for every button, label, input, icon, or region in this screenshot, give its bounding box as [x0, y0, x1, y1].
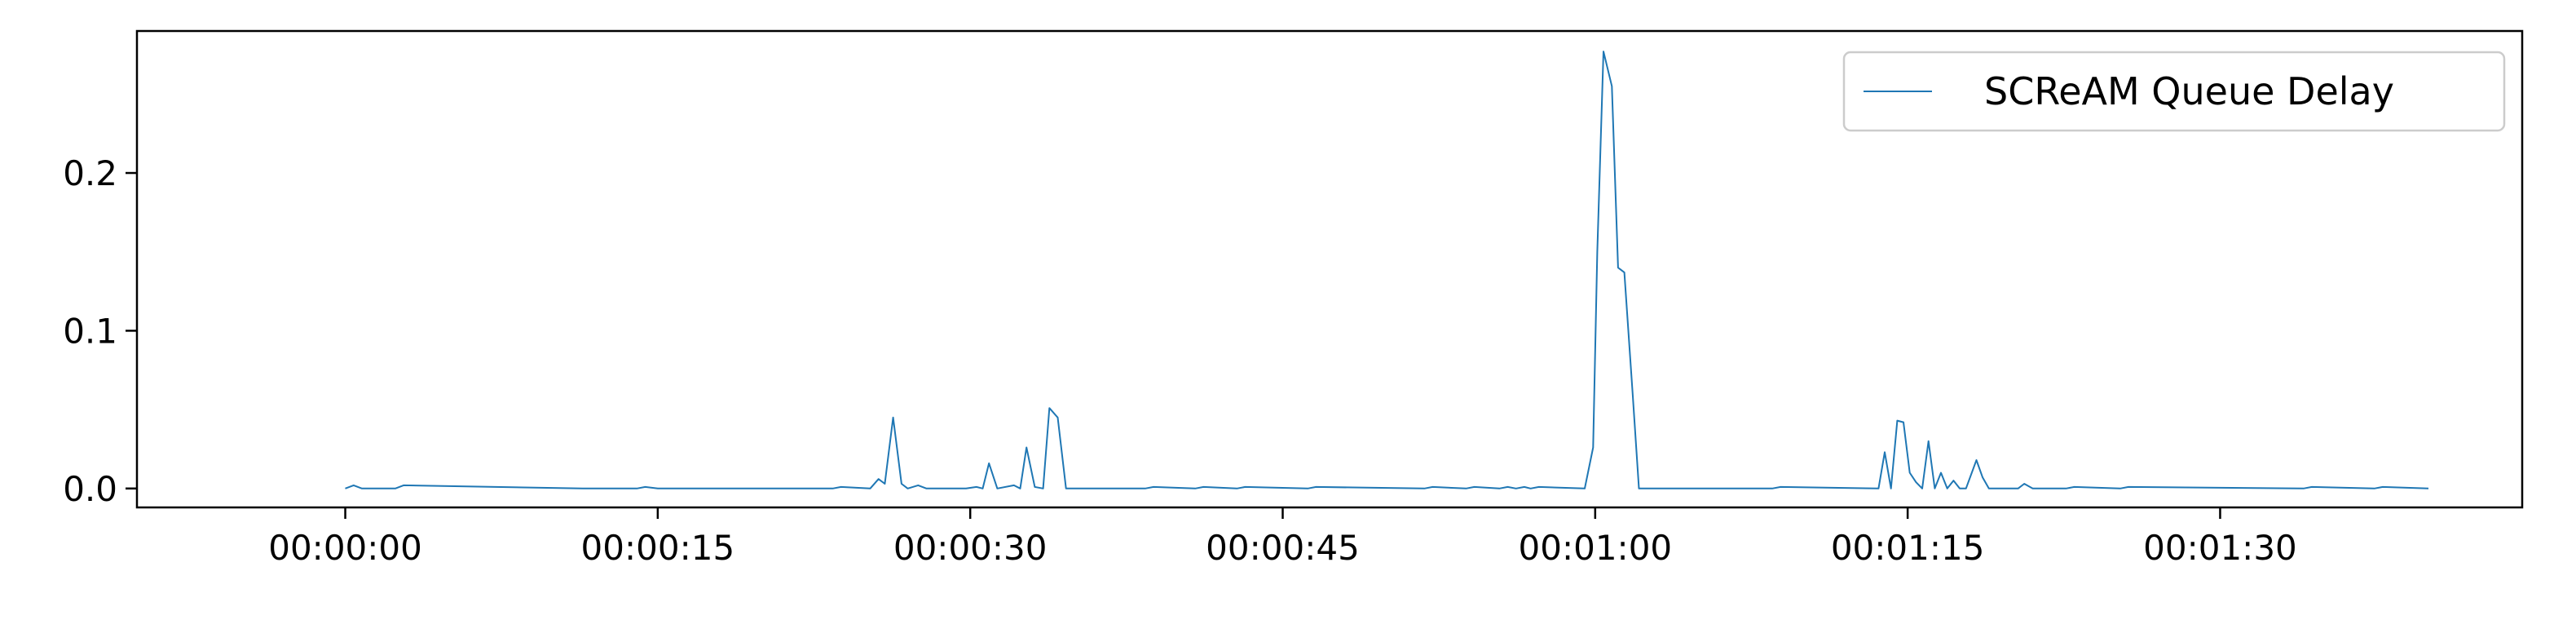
x-tick-label: 00:00:00 [268, 528, 422, 568]
legend-label: SCReAM Queue Delay [1984, 69, 2394, 113]
x-tick-label: 00:00:30 [893, 528, 1048, 568]
x-axis: 00:00:00 00:00:15 00:00:30 00:00:45 00:01:00… [268, 507, 2297, 568]
y-axis: 0.0 0.1 0.2 [63, 153, 137, 509]
y-tick-label: 0.1 [63, 311, 117, 351]
y-tick-label: 0.2 [63, 153, 117, 193]
x-tick-label: 00:01:15 [1831, 528, 1985, 568]
x-tick-label: 00:01:00 [1519, 528, 1673, 568]
x-tick-label: 00:00:45 [1206, 528, 1360, 568]
plot-area [345, 51, 2429, 489]
legend: SCReAM Queue Delay [1842, 51, 2506, 132]
series-line-queue-delay [345, 51, 2429, 489]
legend-box [1842, 51, 2506, 132]
x-tick-label: 00:00:15 [581, 528, 735, 568]
axes-frame [135, 29, 2524, 509]
y-tick-label: 0.0 [63, 469, 117, 509]
x-tick-label: 00:01:30 [2143, 528, 2297, 568]
